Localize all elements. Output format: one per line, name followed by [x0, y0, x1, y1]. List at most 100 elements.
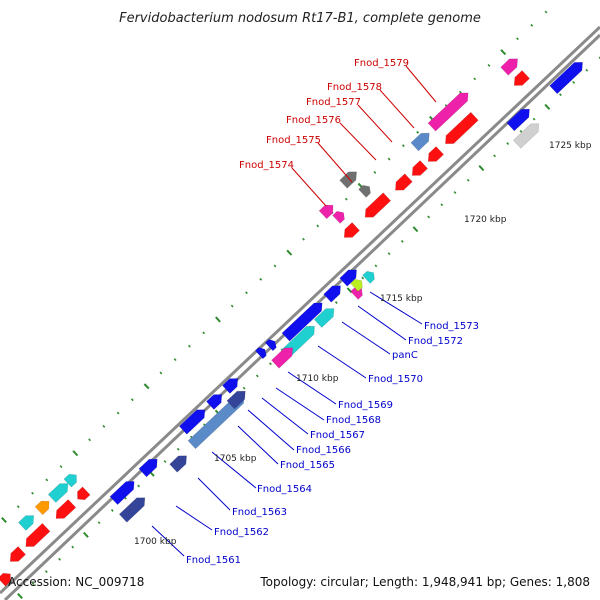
gene-feature-outer-4[interactable] [339, 171, 357, 189]
gene-feature-forward-10[interactable] [323, 285, 341, 303]
gene-feature-forward-11[interactable] [339, 269, 357, 287]
tick-mark-outer [88, 438, 91, 442]
gene-feature-forward-17[interactable] [362, 270, 375, 284]
gene-feature-forward-15[interactable] [350, 286, 363, 300]
tick-mark-outer [215, 316, 221, 323]
gene-feature-outer-8[interactable] [500, 58, 518, 76]
tick-mark-inner [466, 178, 470, 182]
tick-mark-inner [440, 203, 444, 207]
gene-feature-forward-4[interactable] [178, 409, 206, 435]
gene-feature-forward-19[interactable] [264, 339, 277, 352]
leader-line-blue-1 [175, 505, 213, 531]
tick-mark-inner [110, 508, 114, 512]
tick-mark-outer [1, 517, 7, 523]
scale-label-1705: 1705 kbp [214, 454, 257, 464]
gene-feature-outer-5[interactable] [358, 184, 371, 198]
gene-feature-forward-6[interactable] [221, 378, 239, 394]
tick-mark-inner [412, 226, 419, 233]
gene-label-fnod-1573[interactable]: Fnod_1573 [424, 321, 479, 332]
gene-feature-outer-3[interactable] [17, 515, 35, 531]
tick-mark-outer [516, 37, 519, 41]
gene-feature-forward-13[interactable] [313, 308, 335, 328]
tick-mark-inner [478, 165, 485, 172]
gene-label-fnod-1567[interactable]: Fnod_1567 [310, 430, 365, 441]
leader-line-blue-0 [151, 525, 185, 557]
tick-mark-inner [255, 374, 259, 378]
gene-feature-forward-3[interactable] [169, 455, 187, 473]
gene-feature-reverse-3[interactable] [9, 546, 27, 562]
tick-mark-inner [559, 93, 562, 97]
tick-mark-outer [59, 465, 63, 468]
gene-label-fnod-1574[interactable]: Fnod_1574 [239, 160, 294, 171]
gene-feature-reverse-8[interactable] [427, 146, 445, 162]
gene-feature-outer-0[interactable] [47, 483, 69, 503]
tick-mark-inner [532, 117, 536, 121]
gene-feature-forward-18[interactable] [254, 347, 267, 360]
gene-label-fnod-1570[interactable]: Fnod_1570 [368, 374, 423, 385]
gene-label-fnod-1561[interactable]: Fnod_1561 [186, 555, 241, 566]
tick-mark-outer [259, 277, 263, 281]
gene-feature-forward-0[interactable] [109, 481, 135, 506]
tick-mark-inner [269, 362, 272, 366]
gene-feature-outer-1[interactable] [63, 473, 77, 488]
gene-feature-forward-5[interactable] [205, 394, 223, 410]
gene-label-fnod-1578[interactable]: Fnod_1578 [327, 82, 382, 93]
gene-feature-outer-10[interactable] [410, 132, 430, 152]
tick-mark-outer [401, 144, 405, 148]
gene-feature-forward-9[interactable] [281, 302, 323, 342]
tick-mark-outer [487, 64, 491, 67]
tick-mark-inner [346, 287, 353, 294]
gene-feature-reverse-7[interactable] [411, 160, 429, 176]
gene-feature-forward-8[interactable] [226, 390, 246, 410]
tick-mark-inner [519, 129, 523, 133]
leader-line-blue-2 [197, 477, 231, 511]
gene-feature-outer-9[interactable] [427, 92, 469, 132]
gene-feature-forward-22[interactable] [512, 123, 540, 149]
gene-feature-reverse-4[interactable] [343, 222, 361, 238]
gene-feature-reverse-0[interactable] [25, 522, 51, 547]
gene-feature-reverse-9[interactable] [445, 111, 479, 145]
gene-label-fnod-1564[interactable]: Fnod_1564 [257, 484, 312, 495]
gene-label-fnod-1576[interactable]: Fnod_1576 [286, 115, 341, 126]
gene-feature-reverse-5[interactable] [364, 192, 392, 218]
gene-label-fnod-1565[interactable]: Fnod_1565 [280, 460, 335, 471]
tick-mark-inner [334, 301, 338, 304]
gene-feature-forward-21[interactable] [506, 108, 530, 132]
gene-feature-outer-2[interactable] [34, 500, 50, 516]
gene-feature-reverse-10[interactable] [513, 70, 531, 86]
gene-feature-outer-7[interactable] [332, 210, 345, 224]
gene-feature-forward-1[interactable] [138, 458, 158, 478]
tick-mark-outer [286, 249, 293, 256]
tick-mark-inner [71, 545, 75, 549]
tick-mark-inner [82, 531, 89, 538]
gene-feature-forward-16[interactable] [350, 278, 363, 292]
tick-mark-outer [273, 264, 277, 268]
gene-feature-reverse-2[interactable] [77, 486, 91, 501]
tick-mark-outer [16, 505, 20, 509]
tick-mark-inner [506, 142, 510, 146]
gene-label-fnod-1562[interactable]: Fnod_1562 [214, 527, 269, 538]
gene-feature-reverse-1[interactable] [55, 499, 77, 519]
gene-feature-forward-20[interactable] [549, 61, 583, 95]
gene-label-fnod-1572[interactable]: Fnod_1572 [408, 336, 463, 347]
gene-label-fnod-1563[interactable]: Fnod_1563 [232, 507, 287, 518]
gene-feature-outer-6[interactable] [318, 204, 334, 220]
gene-feature-reverse-6[interactable] [395, 173, 413, 191]
tick-mark-outer [188, 344, 191, 348]
tick-mark-inner [544, 103, 551, 110]
gene-label-fnod-1566[interactable]: Fnod_1566 [296, 445, 351, 456]
gene-label-panc[interactable]: panC [392, 350, 418, 361]
gene-label-fnod-1579[interactable]: Fnod_1579 [354, 58, 409, 69]
gene-label-fnod-1569[interactable]: Fnod_1569 [338, 400, 393, 411]
leader-line-blue-9 [317, 345, 367, 379]
gene-label-fnod-1568[interactable]: Fnod_1568 [326, 415, 381, 426]
tick-mark-outer [130, 398, 134, 402]
gene-label-fnod-1575[interactable]: Fnod_1575 [266, 135, 321, 146]
tick-mark-outer [245, 291, 248, 295]
leader-line-red-4 [379, 89, 415, 129]
gene-feature-forward-14[interactable] [271, 347, 294, 369]
gene-label-fnod-1577[interactable]: Fnod_1577 [306, 97, 361, 108]
gene-feature-forward-23[interactable] [0, 572, 11, 587]
gene-feature-forward-2[interactable] [118, 497, 146, 523]
backbone-line-upper [0, 25, 600, 595]
